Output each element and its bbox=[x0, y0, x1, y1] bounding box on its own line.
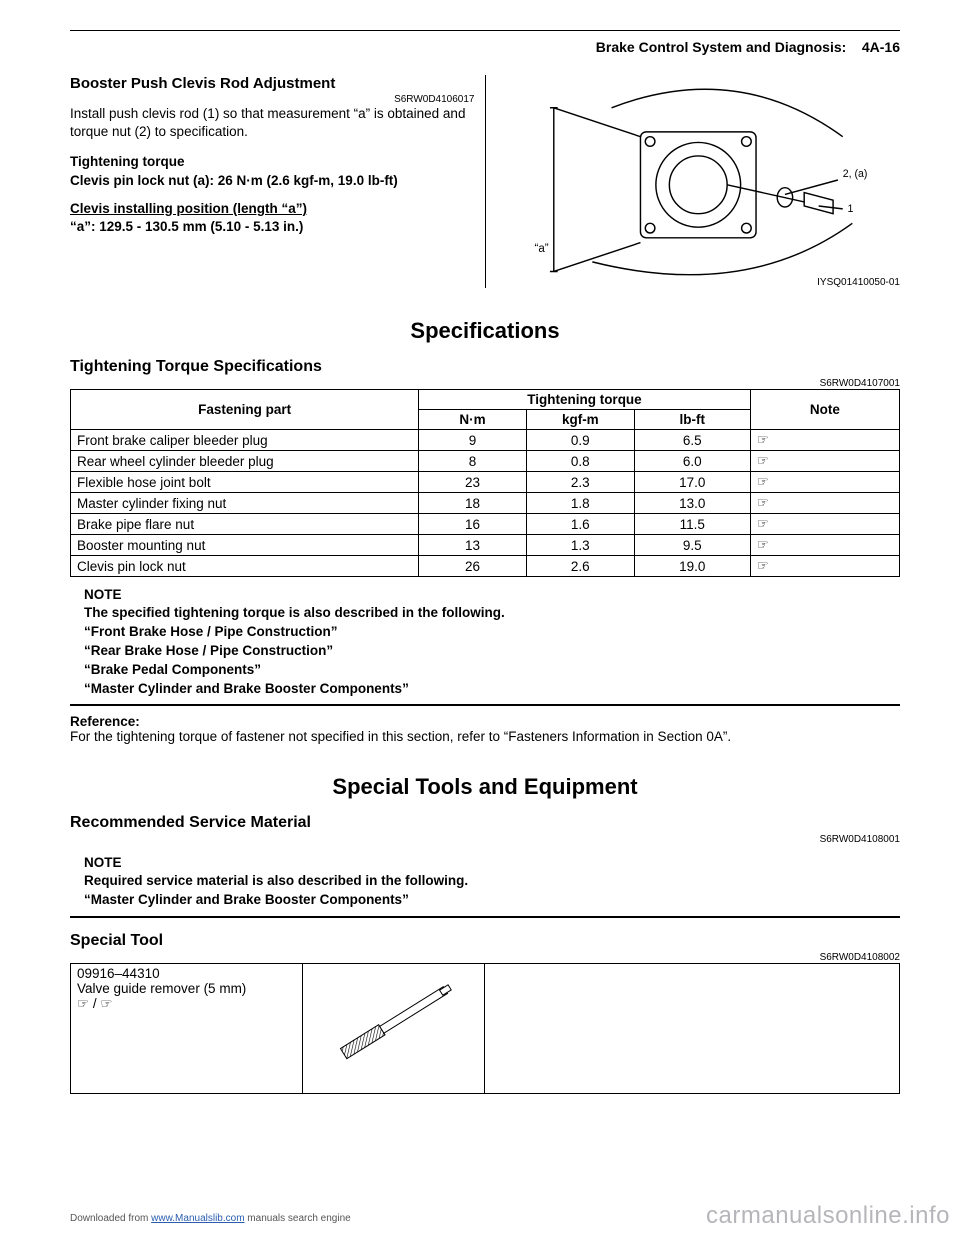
tightening-torque-label: Tightening torque bbox=[70, 153, 475, 171]
note-line: The specified tightening torque is also … bbox=[84, 604, 900, 623]
rec-note-line: “Master Cylinder and Brake Booster Compo… bbox=[84, 891, 900, 910]
th-tt: Tightening torque bbox=[419, 390, 751, 410]
tightening-torque-spec: Clevis pin lock nut (a): 26 N·m (2.6 kgf… bbox=[70, 172, 475, 190]
th-lbft: lb-ft bbox=[634, 410, 750, 430]
tool-part-no: 09916–44310 bbox=[77, 966, 296, 981]
th-nm: N·m bbox=[419, 410, 527, 430]
note-line: “Front Brake Hose / Pipe Construction” bbox=[84, 623, 900, 642]
torque-spec-subtitle: Tightening Torque Specifications bbox=[70, 358, 322, 376]
rec-note-line: Required service material is also descri… bbox=[84, 872, 900, 891]
clevis-pos-spec: “a”: 129.5 - 130.5 mm (5.10 - 5.13 in.) bbox=[70, 218, 475, 236]
note-line: “Master Cylinder and Brake Booster Compo… bbox=[84, 680, 900, 699]
reference-heading: Reference: bbox=[70, 714, 900, 729]
clevis-diagram: “a” 1 2, (a) bbox=[496, 75, 901, 285]
page-footer: Downloaded from www.Manualslib.com manua… bbox=[70, 1213, 351, 1224]
torque-table: Fastening part Tightening torque Note N·… bbox=[70, 389, 900, 577]
footer-pre: Downloaded from bbox=[70, 1213, 151, 1224]
table-row: Flexible hose joint bolt232.317.0☞ bbox=[71, 472, 900, 493]
footer-link[interactable]: www.Manualslib.com bbox=[151, 1213, 244, 1224]
th-note: Note bbox=[750, 390, 899, 430]
th-kgfm: kgf-m bbox=[526, 410, 634, 430]
header-title: Brake Control System and Diagnosis: bbox=[596, 39, 847, 55]
footer-post: manuals search engine bbox=[245, 1213, 351, 1224]
diag-callout-1: 1 bbox=[847, 203, 853, 215]
tool-part-name: Valve guide remover (5 mm) bbox=[77, 981, 296, 996]
clevis-title: Booster Push Clevis Rod Adjustment bbox=[70, 75, 475, 92]
torque-docid: S6RW0D4107001 bbox=[70, 378, 900, 389]
diagram-caption: IYSQ01410050-01 bbox=[817, 277, 900, 288]
tools-title: Special Tools and Equipment bbox=[70, 774, 900, 800]
table-row: Booster mounting nut131.39.5☞ bbox=[71, 535, 900, 556]
clevis-docid: S6RW0D4106017 bbox=[70, 94, 475, 105]
clevis-pos-label: Clevis installing position (length “a”) bbox=[70, 200, 475, 218]
reference-block: Reference: For the tightening torque of … bbox=[70, 714, 900, 744]
table-row: Rear wheel cylinder bleeder plug80.86.0☞ bbox=[71, 451, 900, 472]
table-row: Clevis pin lock nut262.619.0☞ bbox=[71, 556, 900, 577]
diag-callout-2: 2, (a) bbox=[842, 168, 867, 180]
clevis-para: Install push clevis rod (1) so that meas… bbox=[70, 105, 475, 141]
tool-symbols: ☞ / ☞ bbox=[77, 996, 296, 1012]
rec-material-docid: S6RW0D4108001 bbox=[70, 834, 900, 845]
torque-note-block: NOTE The specified tightening torque is … bbox=[70, 587, 900, 706]
note-heading: NOTE bbox=[84, 587, 900, 602]
reference-body: For the tightening torque of fastener no… bbox=[70, 729, 900, 744]
tool-illustration bbox=[319, 966, 469, 1076]
table-row: Front brake caliper bleeder plug90.96.5☞ bbox=[71, 430, 900, 451]
table-row: Brake pipe flare nut161.611.5☞ bbox=[71, 514, 900, 535]
specifications-title: Specifications bbox=[70, 318, 900, 344]
header-page: 4A-16 bbox=[862, 39, 900, 55]
diag-a-label: “a” bbox=[534, 243, 548, 255]
rec-material-subtitle: Recommended Service Material bbox=[70, 814, 900, 832]
th-part: Fastening part bbox=[71, 390, 419, 430]
rec-note-heading: NOTE bbox=[84, 855, 900, 870]
special-tool-subtitle: Special Tool bbox=[70, 932, 900, 950]
watermark: carmanualsonline.info bbox=[706, 1202, 950, 1230]
special-tool-docid: S6RW0D4108002 bbox=[70, 952, 900, 963]
note-line: “Rear Brake Hose / Pipe Construction” bbox=[84, 642, 900, 661]
table-row: Master cylinder fixing nut181.813.0☞ bbox=[71, 493, 900, 514]
note-line: “Brake Pedal Components” bbox=[84, 661, 900, 680]
rec-note-block: NOTE Required service material is also d… bbox=[70, 855, 900, 918]
special-tool-table: 09916–44310 Valve guide remover (5 mm) ☞… bbox=[70, 963, 900, 1094]
page-header: Brake Control System and Diagnosis: 4A-1… bbox=[70, 39, 900, 55]
